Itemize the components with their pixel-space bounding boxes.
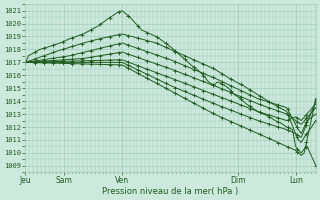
X-axis label: Pression niveau de la mer( hPa ): Pression niveau de la mer( hPa ) <box>102 187 239 196</box>
